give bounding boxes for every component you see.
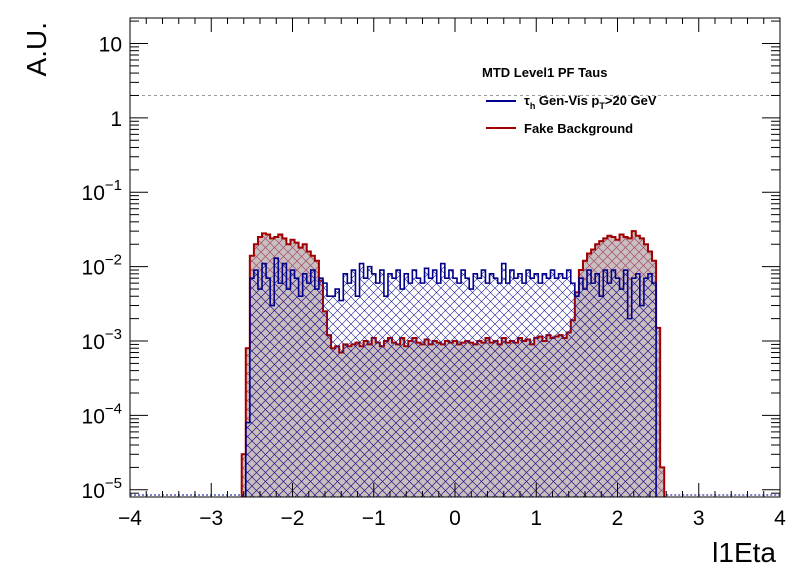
- legend-title: MTD Level1 PF Taus: [482, 65, 607, 80]
- x-tick-label: −2: [281, 507, 305, 530]
- y-tick-label: 10−5: [82, 475, 122, 503]
- x-tick-label: 0: [449, 507, 461, 530]
- y-axis-title: A.U.: [21, 22, 52, 76]
- x-tick-label: 4: [774, 507, 786, 530]
- x-tick-label: 1: [530, 507, 542, 530]
- x-tick-label: 2: [612, 507, 624, 530]
- signal-fill: [245, 258, 657, 497]
- y-tick-label: 10−1: [82, 177, 122, 205]
- signal-line: [244, 257, 657, 497]
- x-tick-label: −1: [362, 507, 386, 530]
- legend-label-signal: τh Gen-Vis pT>20 GeV: [524, 93, 657, 111]
- y-tick-label: 10−2: [82, 252, 122, 280]
- x-axis-title: l1Eta: [712, 537, 776, 568]
- x-tick-label: −3: [199, 507, 223, 530]
- legend-label-background: Fake Background: [524, 121, 633, 136]
- y-tick-label: 10: [99, 33, 122, 56]
- y-tick-label: 10−4: [82, 400, 122, 428]
- y-tick-label: 10−3: [82, 326, 122, 354]
- x-tick-label: 3: [693, 507, 705, 530]
- x-tick-label: −4: [118, 507, 142, 530]
- y-tick-label: 1: [110, 108, 122, 131]
